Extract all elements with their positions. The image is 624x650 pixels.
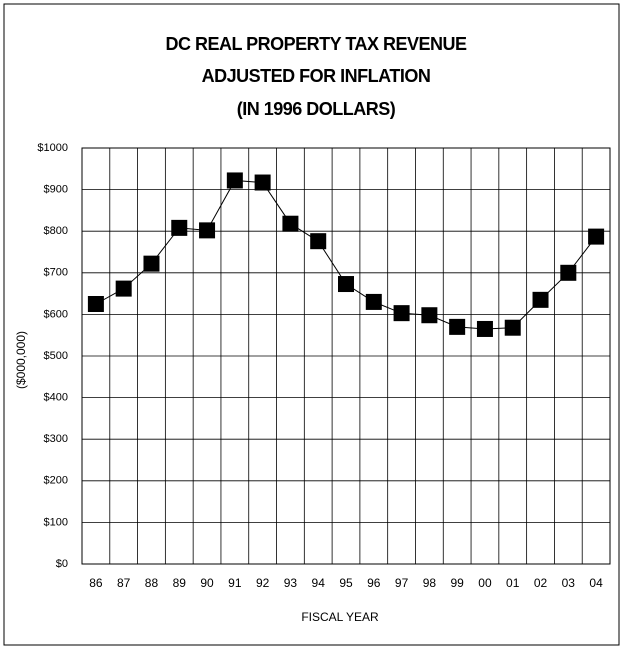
x-tick-label: 88 [145, 576, 159, 590]
marker [199, 222, 216, 239]
x-tick-label: 86 [89, 576, 103, 590]
marker [588, 228, 605, 245]
x-tick-label: 91 [228, 576, 242, 590]
y-tick-label: $800 [44, 225, 68, 237]
marker [310, 233, 327, 250]
chart-title: ADJUSTED FOR INFLATION [202, 66, 431, 86]
plot-border [81, 147, 611, 565]
marker [254, 174, 271, 191]
y-tick-label: $200 [44, 475, 68, 487]
y-tick-label: $600 [44, 308, 68, 320]
y-axis-label: ($000,000) [14, 331, 28, 389]
x-tick-label: 92 [256, 576, 270, 590]
frame [3, 3, 620, 646]
y-tick-label: $900 [44, 184, 68, 196]
marker [421, 307, 438, 324]
y-tick-label: $400 [44, 392, 68, 404]
marker [282, 215, 299, 232]
y-tick-label: $700 [44, 267, 68, 279]
x-tick-label: 01 [506, 576, 520, 590]
line [95, 179, 597, 330]
marker [338, 276, 354, 293]
marker [449, 318, 466, 335]
y-tick-label: $1000 [37, 142, 68, 154]
marker [143, 255, 160, 272]
marker [226, 172, 243, 189]
x-tick-label: 90 [200, 576, 214, 590]
x-tick-label: 99 [450, 576, 464, 590]
marker [171, 219, 188, 236]
x-tick-label: 95 [339, 576, 353, 590]
x-tick-label: 93 [284, 576, 298, 590]
x-tick-label: 97 [395, 576, 409, 590]
marker [476, 320, 493, 337]
x-tick-label: 98 [423, 576, 437, 590]
x-tick-label: 03 [562, 576, 576, 590]
x-axis-label: FISCAL YEAR [301, 610, 379, 624]
chart-title: DC REAL PROPERTY TAX REVENUE [165, 34, 467, 54]
y-tick-label: $100 [44, 516, 68, 528]
y-tick-label: $0 [56, 558, 68, 570]
x-tick-label: 89 [173, 576, 187, 590]
x-tick-label: 00 [478, 576, 492, 590]
marker [393, 305, 410, 322]
y-tick-label: $500 [44, 350, 68, 362]
x-tick-label: 87 [117, 576, 131, 590]
marker [560, 264, 577, 281]
x-tick-label: 04 [589, 576, 603, 590]
marker [87, 296, 104, 312]
x-tick-label: 96 [367, 576, 381, 590]
marker [365, 293, 382, 310]
marker [504, 319, 521, 336]
marker [532, 291, 549, 308]
chart-title: (IN 1996 DOLLARS) [237, 99, 396, 119]
marker [115, 280, 132, 297]
y-tick-label: $300 [44, 433, 68, 445]
x-tick-label: 94 [312, 576, 326, 590]
x-tick-label: 02 [534, 576, 548, 590]
